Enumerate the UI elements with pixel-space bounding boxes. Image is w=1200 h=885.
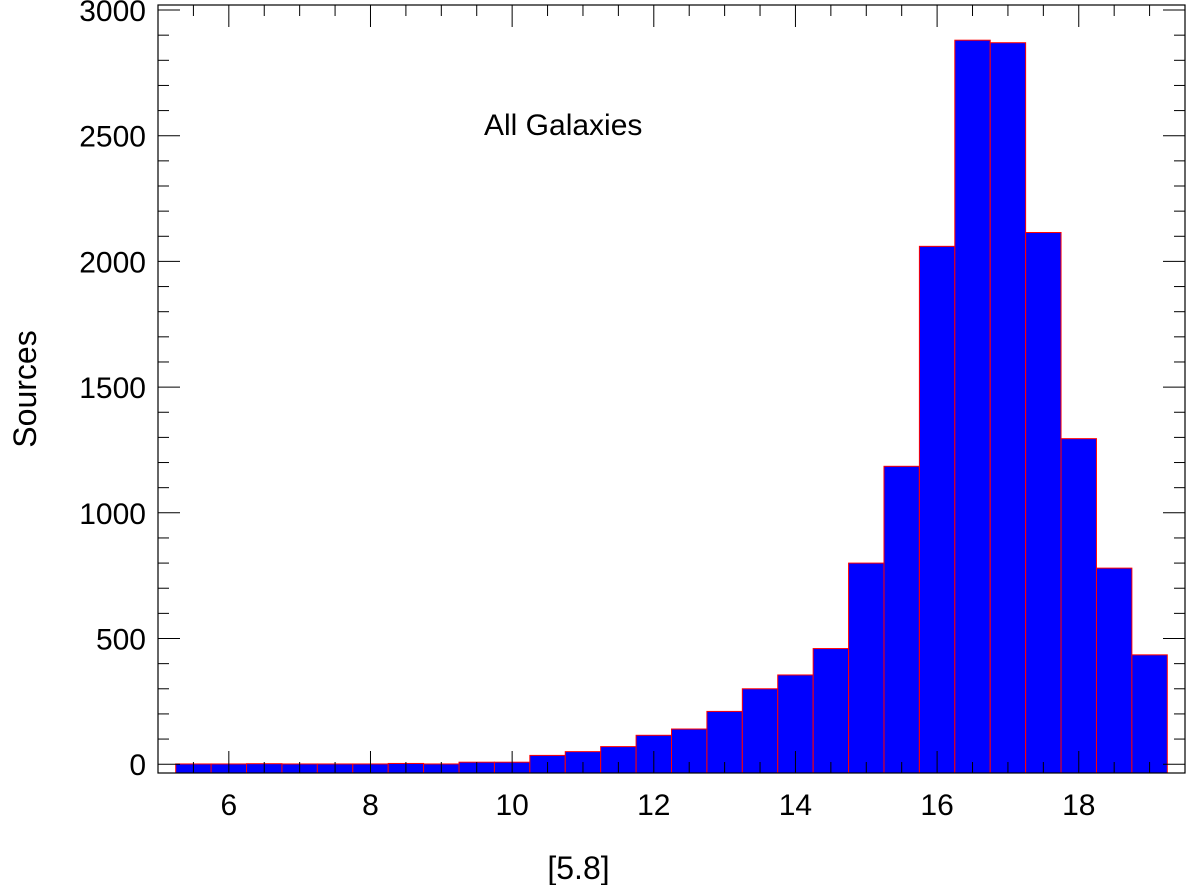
x-tick-label: 14 <box>779 789 812 822</box>
y-tick-label: 500 <box>96 624 146 657</box>
x-tick-label: 18 <box>1062 789 1095 822</box>
bars-group <box>175 39 1168 774</box>
x-tick-label: 12 <box>637 789 670 822</box>
histogram-bar <box>848 562 885 774</box>
histogram-bar <box>1025 232 1062 774</box>
histogram-bar <box>989 42 1027 774</box>
chart-annotation: All Galaxies <box>484 109 642 142</box>
y-tick-label: 1500 <box>79 372 146 405</box>
x-tick-label: 16 <box>920 789 953 822</box>
histogram-bar <box>954 39 991 774</box>
plot-frame <box>157 4 1186 774</box>
histogram-bar <box>1095 567 1133 774</box>
tick-labels-group: 6 8 10 12 14 16 18 0 500 1000 1500 2000 2500 3000 <box>79 0 1095 822</box>
x-axis-label: [5.8] <box>547 850 609 885</box>
histogram-bar <box>918 245 956 774</box>
histogram-bar <box>1131 654 1168 774</box>
x-tick-label: 6 <box>220 789 237 822</box>
histogram-bar <box>812 648 850 774</box>
histogram-bar <box>883 465 920 774</box>
x-tick-label: 8 <box>362 789 379 822</box>
y-tick-label: 2000 <box>79 246 146 279</box>
ticks-group <box>157 5 1186 773</box>
y-axis-label: Sources <box>7 330 43 447</box>
x-tick-label: 10 <box>495 789 528 822</box>
y-tick-label: 0 <box>129 749 146 782</box>
histogram-bar <box>1060 438 1097 774</box>
y-tick-label: 2500 <box>79 121 146 154</box>
histogram-bar <box>741 688 779 774</box>
y-tick-label: 3000 <box>79 0 146 28</box>
y-tick-label: 1000 <box>79 498 146 531</box>
